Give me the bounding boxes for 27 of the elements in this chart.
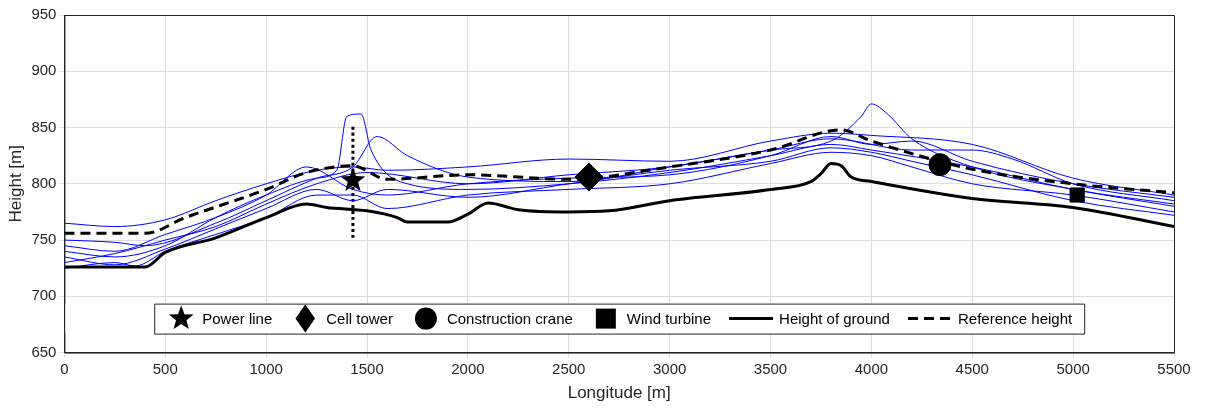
y-tick-label: 700 (31, 286, 57, 304)
x-tick-label: 2500 (552, 359, 586, 377)
y-tick-label: 750 (31, 230, 57, 248)
x-tick-label: 4000 (854, 359, 889, 377)
legend-label: Cell tower (326, 309, 393, 327)
legend-label: Power line (202, 309, 273, 327)
x-tick-label: 5500 (1157, 359, 1191, 377)
x-axis-title: Longitude [m] (567, 383, 671, 403)
y-tick-label: 950 (31, 5, 57, 23)
legend-label: Height of ground (779, 309, 890, 327)
y-axis-title: Height [m] (5, 145, 25, 223)
x-tick-label: 5000 (1056, 359, 1090, 377)
legend-label: Reference height (957, 309, 1074, 327)
x-tick-label: 2000 (451, 359, 485, 377)
x-tick-label: 3000 (652, 359, 687, 377)
x-tick-label: 1000 (249, 359, 283, 377)
legend-label: Construction crane (446, 309, 573, 327)
y-tick-label: 650 (31, 342, 57, 360)
x-tick-label: 3500 (753, 359, 788, 377)
x-tick-label: 1500 (350, 359, 384, 377)
y-tick-label: 900 (31, 61, 57, 79)
x-tick-label: 0 (60, 359, 69, 377)
legend-label: Wind turbine (626, 309, 712, 327)
x-tick-label: 4500 (955, 359, 989, 377)
y-tick-label: 850 (31, 117, 57, 135)
y-tick-label: 800 (31, 173, 57, 191)
x-tick-label: 500 (152, 359, 178, 377)
